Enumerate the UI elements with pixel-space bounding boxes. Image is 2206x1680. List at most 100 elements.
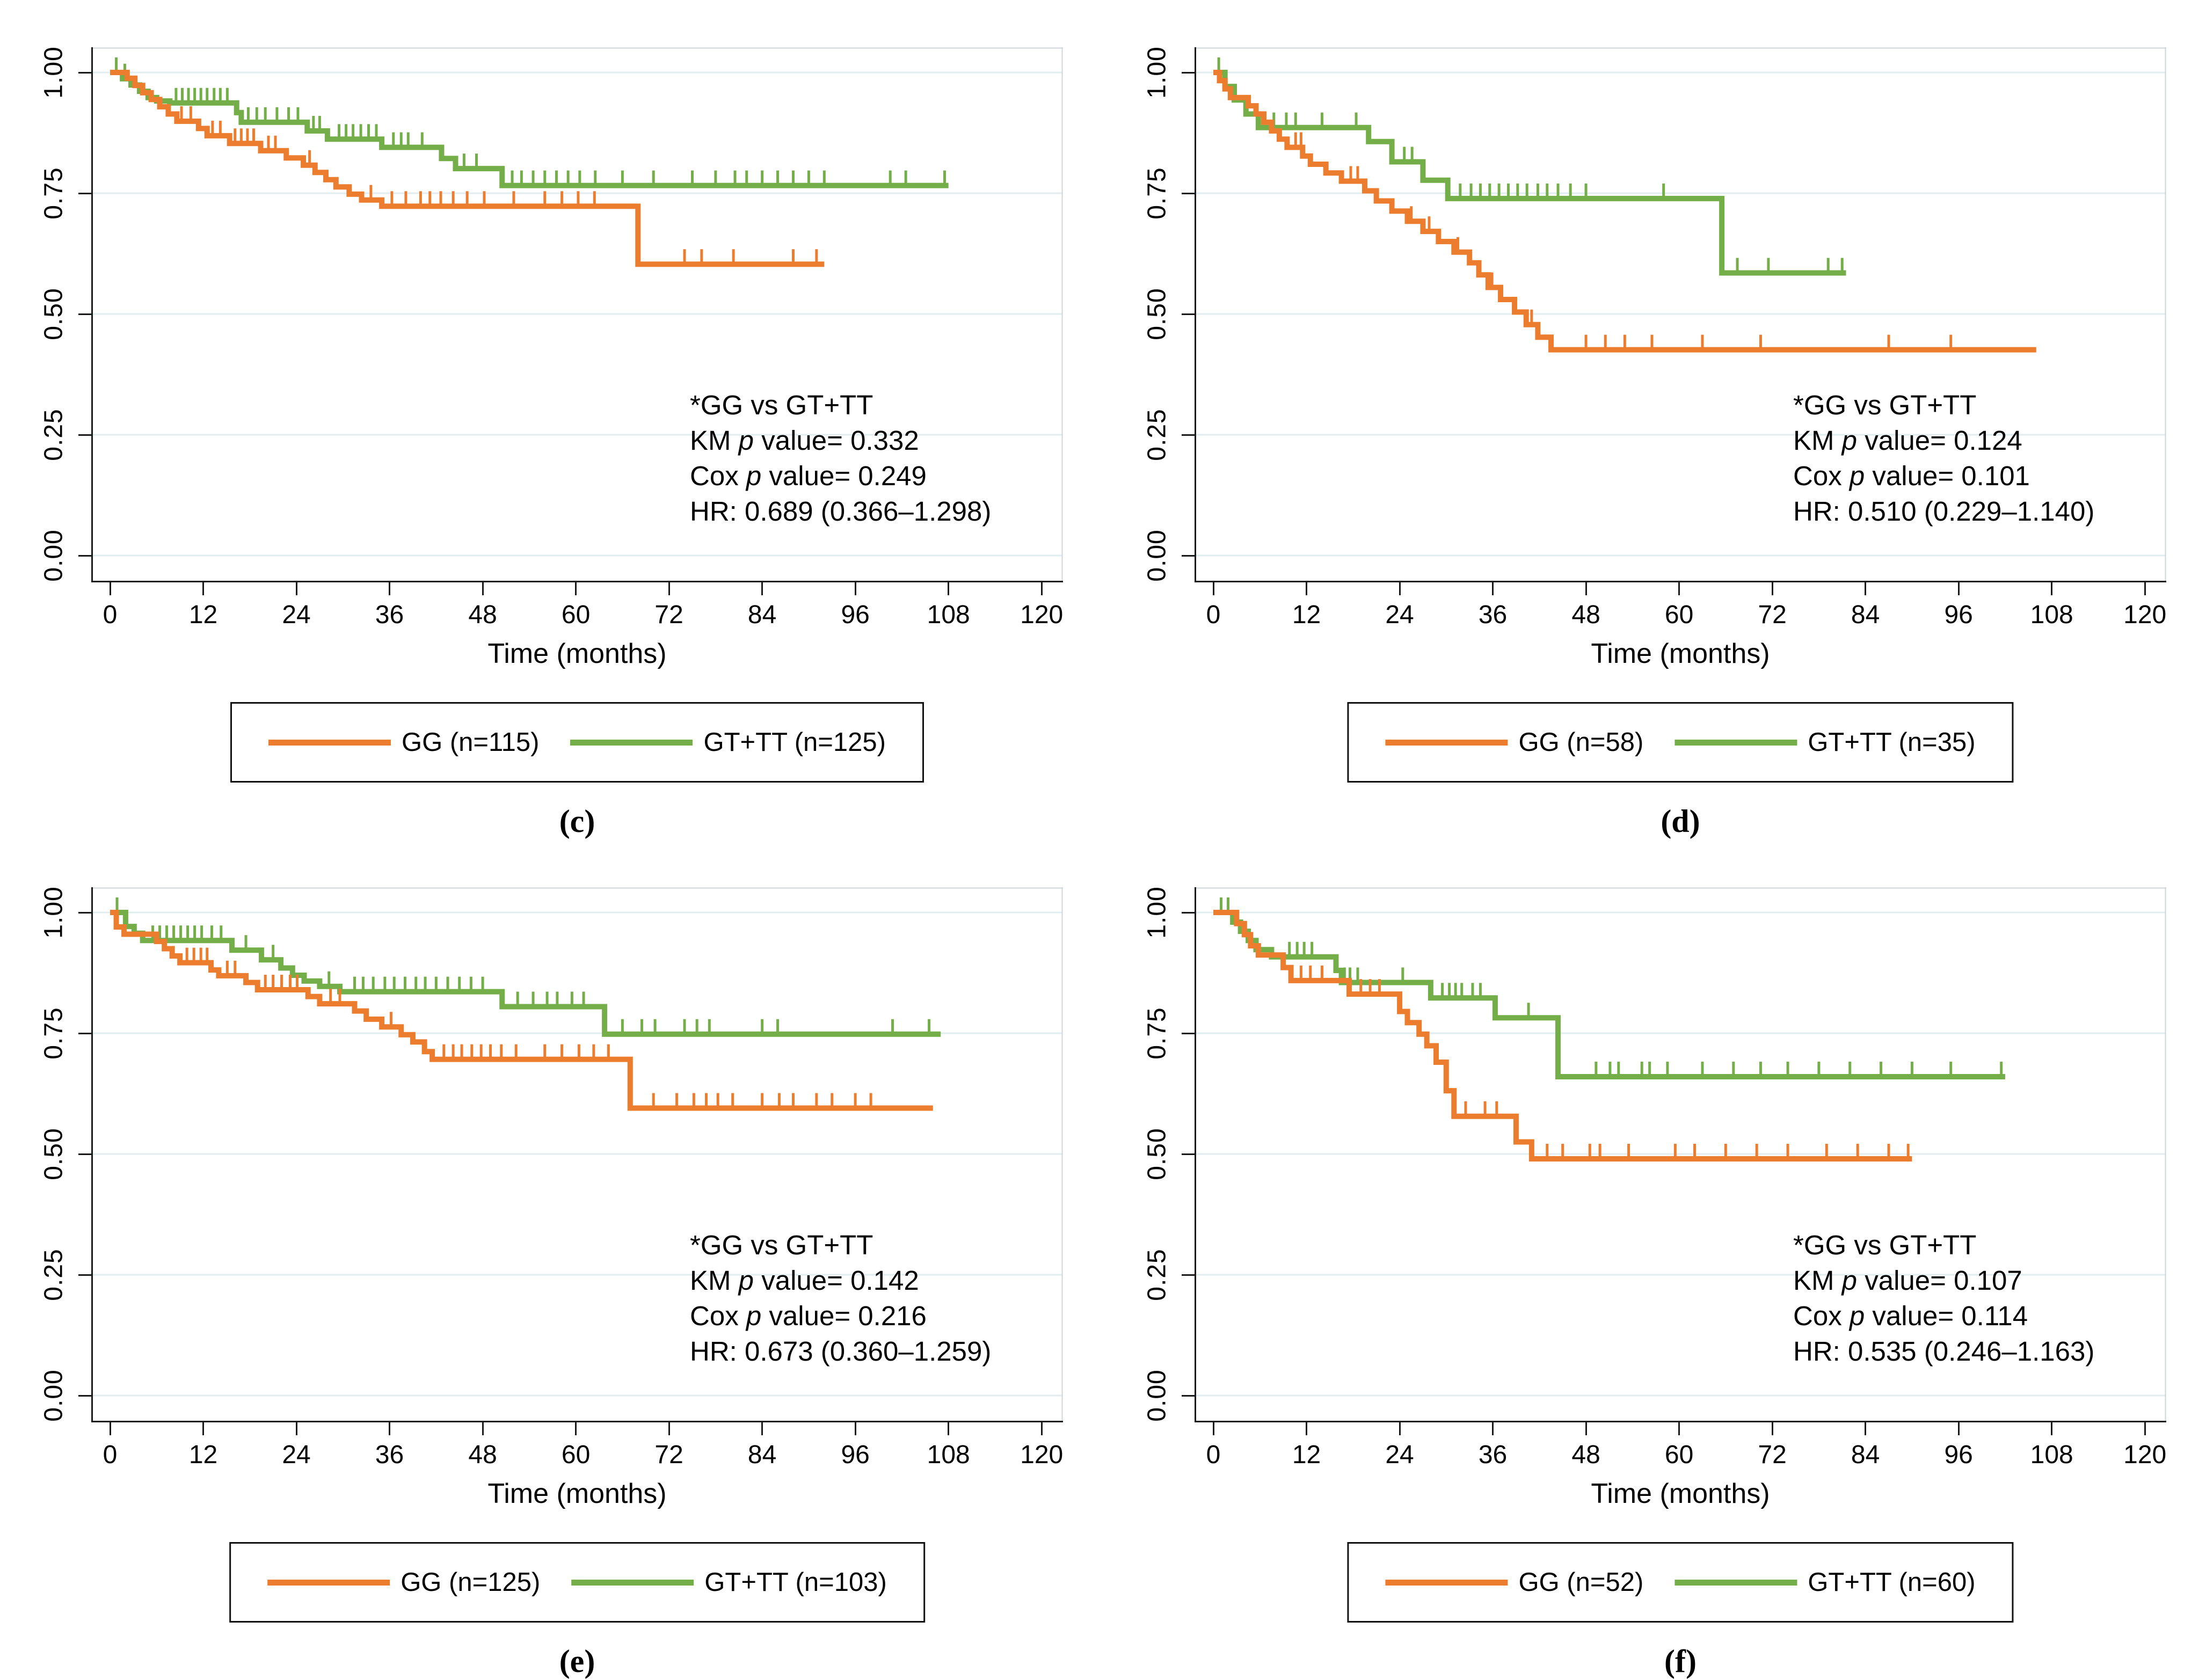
x-tick-label: 24 <box>282 601 311 629</box>
legend-entry-gg: GG (n=58) <box>1385 727 1643 757</box>
x-tick-label: 108 <box>2030 1441 2073 1469</box>
x-axis-title: Time (months) <box>1591 1478 1770 1509</box>
km-p-symbol: p <box>738 1265 754 1296</box>
x-axis-title: Time (months) <box>1591 638 1770 669</box>
y-tick-label: 0.50 <box>39 1128 68 1180</box>
legend-label: GG (n=115) <box>402 728 540 757</box>
cox-suffix: value= 0.216 <box>761 1301 927 1331</box>
km-panel-e: 0.00 0.25 0.50 0.75 1.00 0 12 24 36 48 60 72 84 96 108… <box>0 840 1103 1680</box>
x-tick-label: 60 <box>1664 601 1694 629</box>
legend-label: GT+TT (n=35) <box>1808 728 1976 757</box>
y-tick-mark <box>1182 1153 1195 1155</box>
x-tick-label: 12 <box>1292 601 1321 629</box>
legend-line-swatch <box>571 1579 694 1586</box>
km-curve-GG (n=125) <box>110 910 933 1111</box>
plot-area <box>91 887 1063 1422</box>
annotation-hazard-ratio: HR: 0.673 (0.360–1.259) <box>690 1336 992 1367</box>
x-tick-mark <box>389 582 391 595</box>
y-tick-label: 1.00 <box>39 886 68 939</box>
x-tick-label: 96 <box>841 601 870 629</box>
annotation-km-pvalue: KM p value= 0.124 <box>1793 423 2094 458</box>
y-tick-mark <box>78 911 91 914</box>
x-tick-label: 24 <box>1385 1441 1414 1469</box>
y-tick-mark <box>78 434 91 436</box>
x-tick-mark <box>575 582 577 595</box>
x-tick-mark <box>1306 582 1308 595</box>
x-tick-mark <box>761 1422 763 1435</box>
x-axis-title: Time (months) <box>487 638 667 669</box>
x-tick-label: 120 <box>2123 1441 2167 1469</box>
x-tick-label: 120 <box>2123 601 2167 629</box>
x-tick-mark <box>1585 582 1587 595</box>
cox-prefix: Cox <box>690 1301 746 1331</box>
y-tick-mark <box>1182 1394 1195 1397</box>
x-tick-label: 48 <box>468 601 497 629</box>
y-tick-mark <box>78 313 91 315</box>
legend-label: GT+TT (n=60) <box>1808 1568 1976 1597</box>
x-tick-label: 108 <box>927 1441 970 1469</box>
x-tick-mark <box>575 1422 577 1435</box>
annotation-km-pvalue: KM p value= 0.107 <box>1793 1263 2094 1298</box>
legend-line-swatch <box>1674 739 1797 746</box>
x-tick-label: 96 <box>1944 1441 1973 1469</box>
km-panel-c: 0.00 0.25 0.50 0.75 1.00 0 12 24 36 48 60 72 84 96 108… <box>0 0 1103 840</box>
y-tick-label: 0.25 <box>1142 1248 1171 1301</box>
x-tick-mark <box>948 1422 950 1435</box>
legend-box: GG (n=125) GT+TT (n=103) <box>229 1542 925 1623</box>
cox-prefix: Cox <box>690 461 746 491</box>
km-prefix: KM <box>690 1265 739 1296</box>
y-tick-label: 0.25 <box>39 408 68 461</box>
y-tick-label: 1.00 <box>39 46 68 99</box>
annotation-hazard-ratio: HR: 0.535 (0.246–1.163) <box>1793 1336 2095 1367</box>
x-tick-label: 84 <box>1851 601 1880 629</box>
legend-box: GG (n=52) GT+TT (n=60) <box>1347 1542 2014 1623</box>
cox-suffix: value= 0.101 <box>1865 461 2030 491</box>
stats-annotation: *GG vs GT+TT KM p value= 0.107 Cox p value… <box>1793 1228 2094 1369</box>
censor-ticks-GT+TT (n=125) <box>115 57 946 184</box>
x-tick-mark <box>1957 582 1960 595</box>
x-tick-label: 120 <box>1020 601 1064 629</box>
annotation-cox-pvalue: Cox p value= 0.249 <box>690 458 991 494</box>
stats-annotation: *GG vs GT+TT KM p value= 0.142 Cox p value… <box>690 1228 991 1369</box>
x-tick-mark <box>482 1422 484 1435</box>
x-tick-mark <box>761 582 763 595</box>
annotation-cox-pvalue: Cox p value= 0.216 <box>690 1298 991 1334</box>
plot-area <box>91 47 1063 582</box>
y-tick-mark <box>78 71 91 74</box>
y-tick-label: 0.00 <box>39 1369 68 1422</box>
x-tick-mark <box>482 582 484 595</box>
x-tick-label: 72 <box>654 601 683 629</box>
y-tick-label: 0.50 <box>1142 288 1171 340</box>
x-tick-label: 36 <box>1478 1441 1508 1469</box>
censor-ticks-GG (n=125) <box>185 947 872 1106</box>
x-tick-label: 72 <box>1758 601 1787 629</box>
y-tick-mark <box>1182 1274 1195 1276</box>
y-tick-label: 0.00 <box>1142 529 1171 582</box>
x-tick-mark <box>2144 1422 2146 1435</box>
y-tick-mark <box>78 1274 91 1276</box>
km-prefix: KM <box>690 425 739 456</box>
km-curve-GG (n=52) <box>1213 910 1912 1162</box>
km-p-symbol: p <box>1841 425 1858 456</box>
legend-entry-gt-tt: GT+TT (n=125) <box>570 727 886 757</box>
y-tick-label: 0.50 <box>39 288 68 340</box>
stats-annotation: *GG vs GT+TT KM p value= 0.124 Cox p value… <box>1793 388 2094 529</box>
x-tick-mark <box>202 1422 205 1435</box>
x-tick-mark <box>1585 1422 1587 1435</box>
x-tick-mark <box>1212 1422 1214 1435</box>
y-tick-mark <box>1182 71 1195 74</box>
y-tick-label: 0.25 <box>39 1248 68 1301</box>
x-axis-title: Time (months) <box>487 1478 667 1509</box>
x-tick-label: 48 <box>1571 601 1600 629</box>
km-panel-f: 0.00 0.25 0.50 0.75 1.00 0 12 24 36 48 60 72 84 96 108… <box>1103 840 2206 1680</box>
y-tick-mark <box>1182 554 1195 557</box>
x-tick-label: 60 <box>561 601 591 629</box>
plot-area <box>1195 47 2166 582</box>
y-tick-mark <box>1182 313 1195 315</box>
y-tick-mark <box>78 1153 91 1155</box>
x-tick-mark <box>854 1422 856 1435</box>
y-tick-label: 0.75 <box>39 1007 68 1060</box>
x-tick-mark <box>2051 1422 2053 1435</box>
y-tick-label: 0.50 <box>1142 1128 1171 1180</box>
